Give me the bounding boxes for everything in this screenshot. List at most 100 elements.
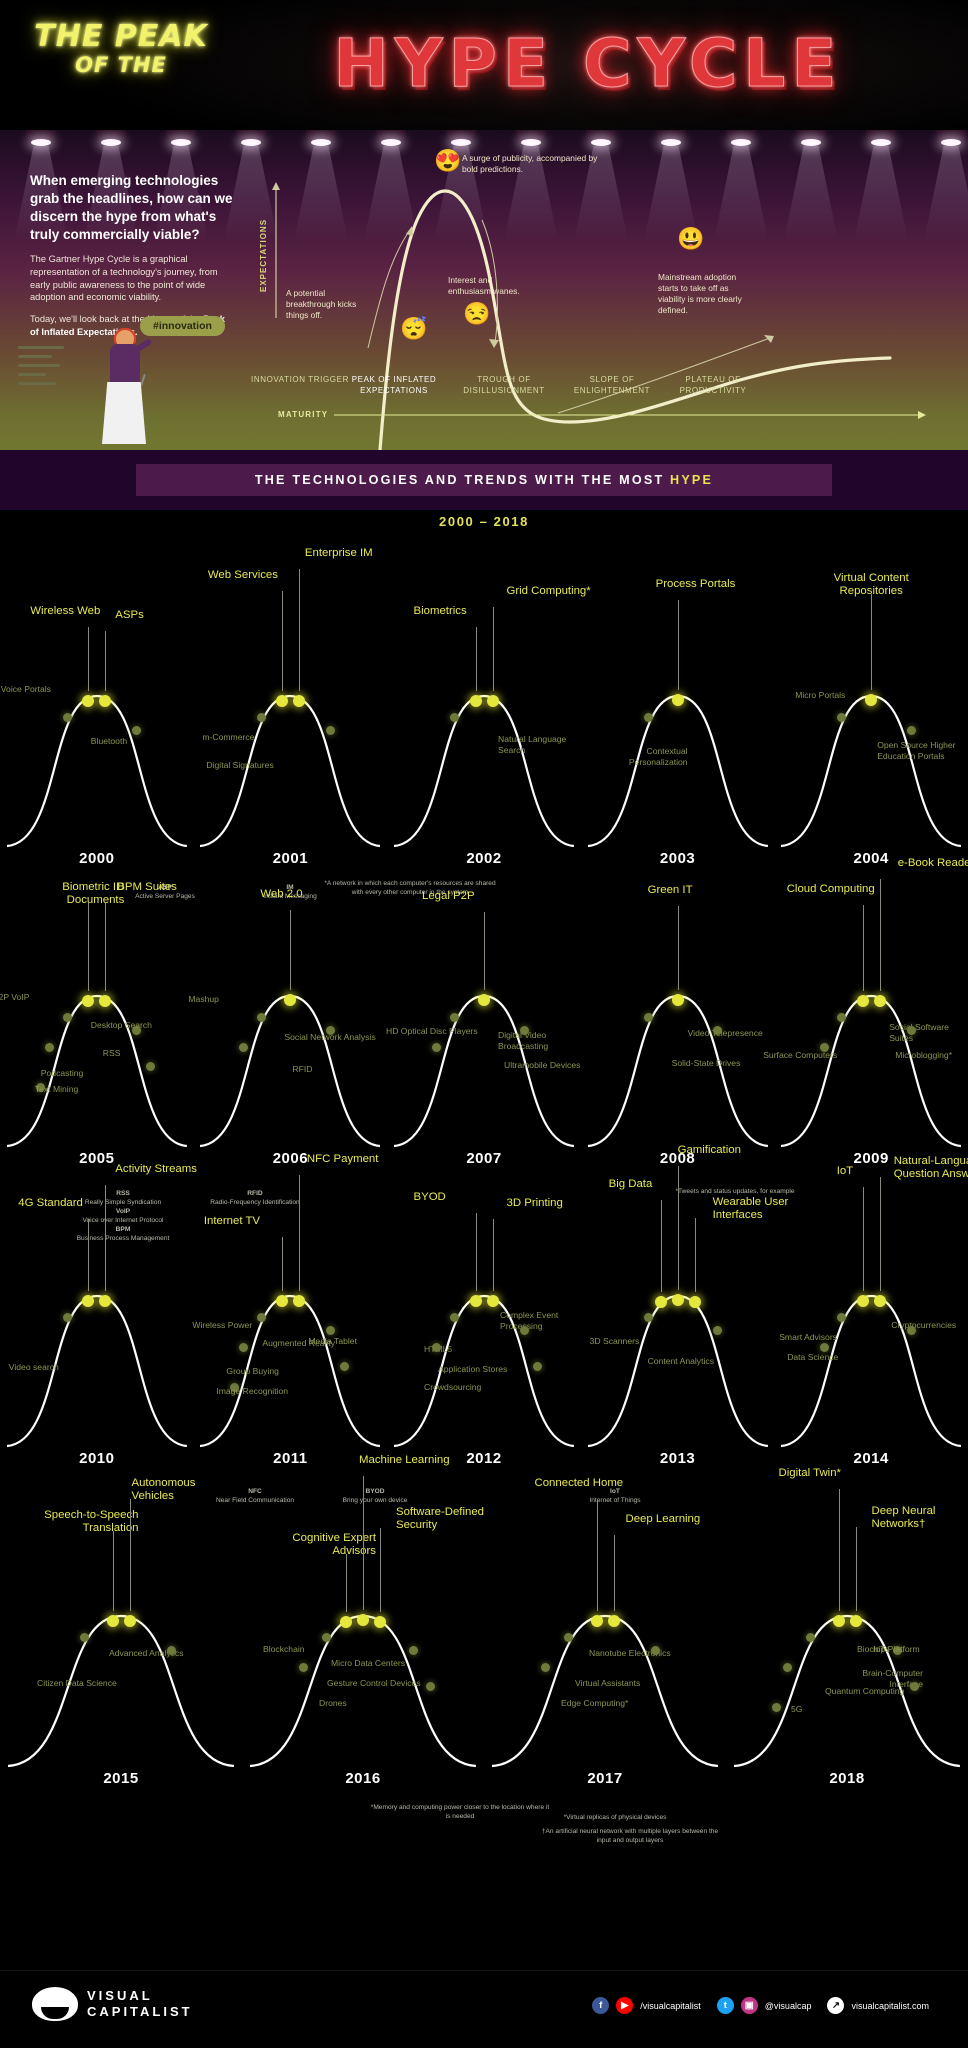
peak-dot[interactable]: [123, 1615, 136, 1628]
minor-dot[interactable]: [837, 712, 847, 722]
minor-dot[interactable]: [519, 1325, 529, 1335]
social-links[interactable]: f ▶ /visualcapitalist t ▣ @visualcap ↗ visualca…: [592, 1997, 938, 2014]
peak-dot[interactable]: [856, 995, 869, 1008]
youtube-icon[interactable]: ▶: [616, 1997, 634, 2014]
peak-dot[interactable]: [654, 1296, 667, 1309]
peak-dot[interactable]: [486, 1295, 499, 1308]
peak-dot[interactable]: [873, 995, 886, 1008]
minor-dot[interactable]: [643, 1312, 653, 1322]
peak-dot[interactable]: [469, 1295, 482, 1308]
minor-dot[interactable]: [326, 1325, 336, 1335]
peak-dot[interactable]: [865, 694, 878, 706]
minor-dot[interactable]: [45, 1042, 55, 1052]
minor-dot[interactable]: [256, 1312, 266, 1322]
minor-dot[interactable]: [892, 1645, 902, 1655]
peak-dot[interactable]: [82, 995, 95, 1008]
peak-dot[interactable]: [99, 1295, 112, 1308]
brand-logo[interactable]: VISUAL CAPITALIST: [32, 1987, 193, 2021]
minor-dot[interactable]: [819, 1342, 829, 1352]
minor-dot[interactable]: [519, 1025, 529, 1035]
peak-dot[interactable]: [607, 1615, 620, 1628]
minor-dot[interactable]: [425, 1682, 435, 1692]
minor-dot[interactable]: [238, 1042, 248, 1052]
minor-dot[interactable]: [132, 725, 142, 735]
peak-dot[interactable]: [590, 1615, 603, 1628]
peak-dot[interactable]: [856, 1295, 869, 1308]
minor-dot[interactable]: [62, 1012, 72, 1022]
peak-dot[interactable]: [832, 1615, 845, 1628]
peak-dot[interactable]: [478, 994, 490, 1006]
minor-dot[interactable]: [819, 1042, 829, 1052]
social-handle[interactable]: /visualcapitalist: [640, 2000, 701, 2011]
minor-dot[interactable]: [450, 712, 460, 722]
peak-dot[interactable]: [486, 695, 499, 708]
minor-dot[interactable]: [837, 1012, 847, 1022]
twitter-icon[interactable]: t: [716, 1997, 734, 2014]
peak-dot[interactable]: [99, 995, 112, 1008]
peak-dot[interactable]: [357, 1614, 369, 1626]
minor-dot[interactable]: [229, 1383, 239, 1393]
peak-dot[interactable]: [688, 1296, 701, 1309]
minor-dot[interactable]: [256, 712, 266, 722]
peak-dot[interactable]: [275, 1295, 288, 1308]
minor-dot[interactable]: [256, 1012, 266, 1022]
minor-dot[interactable]: [339, 1362, 349, 1372]
peak-dot[interactable]: [82, 1295, 95, 1308]
link-icon[interactable]: ↗: [827, 1997, 845, 2014]
minor-dot[interactable]: [432, 1342, 442, 1352]
minor-dot[interactable]: [837, 1312, 847, 1322]
minor-dot[interactable]: [326, 725, 336, 735]
minor-dot[interactable]: [909, 1682, 919, 1692]
peak-dot[interactable]: [671, 694, 684, 706]
peak-dot[interactable]: [292, 695, 305, 708]
minor-dot[interactable]: [62, 712, 72, 722]
peak-dot[interactable]: [292, 1295, 305, 1308]
minor-dot[interactable]: [62, 1312, 72, 1322]
minor-dot[interactable]: [79, 1632, 89, 1642]
peak-dot[interactable]: [106, 1615, 119, 1628]
minor-dot[interactable]: [650, 1645, 660, 1655]
minor-dot[interactable]: [541, 1662, 551, 1672]
minor-dot[interactable]: [146, 1062, 156, 1072]
facebook-icon[interactable]: f: [592, 1997, 610, 2014]
minor-dot[interactable]: [805, 1632, 815, 1642]
minor-dot[interactable]: [906, 1325, 916, 1335]
social-handle[interactable]: visualcapitalist.com: [851, 2000, 929, 2011]
peak-dot[interactable]: [849, 1615, 862, 1628]
minor-dot[interactable]: [321, 1632, 331, 1642]
peak-dot[interactable]: [99, 695, 112, 708]
minor-dot[interactable]: [643, 712, 653, 722]
minor-dot[interactable]: [450, 1012, 460, 1022]
minor-dot[interactable]: [432, 1042, 442, 1052]
minor-dot[interactable]: [132, 1025, 142, 1035]
minor-dot[interactable]: [166, 1645, 176, 1655]
peak-dot[interactable]: [873, 1295, 886, 1308]
peak-dot[interactable]: [671, 1294, 684, 1306]
peak-dot[interactable]: [284, 994, 297, 1006]
minor-dot[interactable]: [408, 1645, 418, 1655]
minor-dot[interactable]: [772, 1703, 782, 1713]
minor-dot[interactable]: [563, 1632, 573, 1642]
minor-dot[interactable]: [906, 1025, 916, 1035]
minor-dot[interactable]: [643, 1012, 653, 1022]
minor-dot[interactable]: [238, 1342, 248, 1352]
peak-label: Biometric ID Documents: [62, 881, 125, 907]
peak-dot[interactable]: [374, 1616, 386, 1629]
minor-dot[interactable]: [713, 1025, 723, 1035]
peak-dot[interactable]: [671, 994, 684, 1006]
peak-dot[interactable]: [275, 695, 288, 708]
minor-dot[interactable]: [783, 1662, 793, 1672]
peak-dot[interactable]: [340, 1616, 352, 1629]
minor-dot[interactable]: [533, 1362, 543, 1372]
peak-dot[interactable]: [469, 695, 482, 708]
minor-dot[interactable]: [299, 1662, 309, 1672]
minor-dot[interactable]: [326, 1025, 336, 1035]
minor-dot[interactable]: [36, 1083, 46, 1093]
minor-dot[interactable]: [906, 725, 916, 735]
minor-dot[interactable]: [713, 1325, 723, 1335]
peak-dot[interactable]: [82, 695, 95, 708]
intro-section: When emerging technologies grab the head…: [0, 130, 968, 450]
minor-dot[interactable]: [450, 1312, 460, 1322]
social-handle[interactable]: @visualcap: [764, 2000, 812, 2011]
instagram-icon[interactable]: ▣: [740, 1997, 758, 2014]
